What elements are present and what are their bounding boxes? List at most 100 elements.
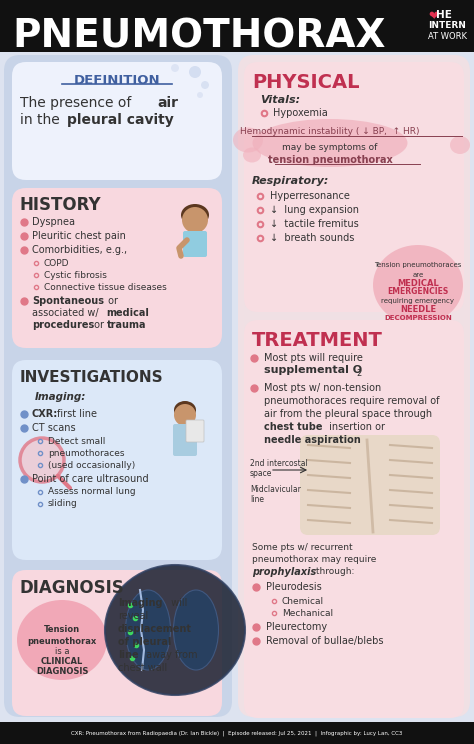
Ellipse shape bbox=[174, 401, 196, 419]
FancyBboxPatch shape bbox=[12, 570, 222, 716]
Text: ↓  breath sounds: ↓ breath sounds bbox=[270, 233, 355, 243]
Text: Tension: Tension bbox=[44, 626, 80, 635]
Text: DIAGNOSIS: DIAGNOSIS bbox=[36, 667, 88, 676]
Circle shape bbox=[201, 81, 209, 89]
Circle shape bbox=[174, 404, 196, 426]
Text: supplemental O: supplemental O bbox=[264, 365, 362, 375]
Text: INTERN: INTERN bbox=[428, 21, 466, 30]
Text: Midclavicular: Midclavicular bbox=[250, 486, 301, 495]
Text: needle aspiration: needle aspiration bbox=[264, 435, 361, 445]
Text: first line: first line bbox=[57, 409, 97, 419]
Text: displacement: displacement bbox=[118, 624, 192, 634]
Circle shape bbox=[182, 207, 208, 233]
Text: 2: 2 bbox=[356, 368, 361, 377]
Text: COPD: COPD bbox=[44, 258, 70, 268]
Text: CT scans: CT scans bbox=[32, 423, 76, 433]
Text: Imaging: Imaging bbox=[118, 598, 163, 608]
Text: Cystic fibrosis: Cystic fibrosis bbox=[44, 271, 107, 280]
FancyBboxPatch shape bbox=[186, 420, 204, 442]
Ellipse shape bbox=[450, 136, 470, 154]
Text: Pleurectomy: Pleurectomy bbox=[266, 622, 327, 632]
Text: associated w/: associated w/ bbox=[32, 308, 102, 318]
Text: chest tube: chest tube bbox=[264, 422, 322, 432]
Text: may be symptoms of: may be symptoms of bbox=[283, 143, 378, 152]
Text: procedures: procedures bbox=[32, 320, 94, 330]
FancyBboxPatch shape bbox=[12, 62, 222, 180]
FancyBboxPatch shape bbox=[12, 360, 222, 560]
Text: of pleural: of pleural bbox=[118, 637, 172, 647]
Text: in the: in the bbox=[20, 113, 64, 127]
Ellipse shape bbox=[126, 590, 171, 670]
Text: will: will bbox=[168, 598, 187, 608]
Text: space: space bbox=[250, 469, 273, 478]
Text: Pleuritic chest pain: Pleuritic chest pain bbox=[32, 231, 126, 241]
Text: Some pts w/ recurrent: Some pts w/ recurrent bbox=[252, 544, 353, 553]
Text: or: or bbox=[105, 296, 118, 306]
Text: NEEDLE: NEEDLE bbox=[400, 304, 436, 313]
Text: requiring emergency: requiring emergency bbox=[382, 298, 455, 304]
Text: Detect small: Detect small bbox=[48, 437, 105, 446]
Text: reveal: reveal bbox=[118, 611, 148, 621]
Text: INVESTIGATIONS: INVESTIGATIONS bbox=[20, 371, 164, 385]
Text: Tension pneumothoraces: Tension pneumothoraces bbox=[374, 262, 462, 268]
Text: Hypoxemia: Hypoxemia bbox=[273, 108, 328, 118]
Ellipse shape bbox=[373, 245, 463, 325]
Text: Spontaneous: Spontaneous bbox=[32, 296, 104, 306]
Text: sliding: sliding bbox=[48, 499, 78, 508]
Text: HE: HE bbox=[436, 10, 452, 20]
Circle shape bbox=[171, 64, 179, 72]
Text: Assess normal lung: Assess normal lung bbox=[48, 487, 136, 496]
FancyBboxPatch shape bbox=[173, 424, 197, 456]
Text: The presence of: The presence of bbox=[20, 96, 136, 110]
Circle shape bbox=[197, 92, 203, 98]
FancyBboxPatch shape bbox=[300, 435, 440, 535]
Text: Pleurodesis: Pleurodesis bbox=[266, 582, 322, 592]
Text: pneumothoraces: pneumothoraces bbox=[48, 449, 125, 458]
Text: PHYSICAL: PHYSICAL bbox=[252, 72, 359, 92]
FancyBboxPatch shape bbox=[4, 55, 232, 717]
Ellipse shape bbox=[233, 127, 263, 153]
Text: (used occasionally): (used occasionally) bbox=[48, 461, 135, 469]
Text: 2nd intercostal: 2nd intercostal bbox=[250, 460, 308, 469]
Text: Point of care ultrasound: Point of care ultrasound bbox=[32, 474, 149, 484]
Text: HISTORY: HISTORY bbox=[20, 196, 101, 214]
Text: Chemical: Chemical bbox=[282, 597, 324, 606]
Text: Vitals:: Vitals: bbox=[260, 95, 300, 105]
Text: trauma: trauma bbox=[107, 320, 146, 330]
Text: line: line bbox=[250, 495, 264, 504]
Ellipse shape bbox=[105, 565, 245, 695]
Text: EMERGENCIES: EMERGENCIES bbox=[387, 287, 448, 297]
Text: chest wall: chest wall bbox=[118, 663, 167, 673]
Text: Respiratory:: Respiratory: bbox=[252, 176, 329, 186]
Text: through:: through: bbox=[313, 568, 355, 577]
Text: ↓  tactile fremitus: ↓ tactile fremitus bbox=[270, 219, 359, 229]
Bar bbox=[0, 0, 474, 52]
Text: medical: medical bbox=[106, 308, 149, 318]
Text: Most pts w/ non-tension: Most pts w/ non-tension bbox=[264, 383, 381, 393]
Text: air from the pleural space through: air from the pleural space through bbox=[264, 409, 432, 419]
Text: Most pts will require: Most pts will require bbox=[264, 353, 363, 363]
Text: PNEUMOTHORAX: PNEUMOTHORAX bbox=[12, 17, 385, 55]
Text: are: are bbox=[412, 272, 424, 278]
Ellipse shape bbox=[17, 600, 107, 680]
FancyBboxPatch shape bbox=[183, 231, 207, 257]
Text: is a: is a bbox=[55, 647, 69, 655]
Text: pneumothorax may require: pneumothorax may require bbox=[252, 556, 376, 565]
Text: Hyperresonance: Hyperresonance bbox=[270, 191, 350, 201]
Text: AT WORK: AT WORK bbox=[428, 32, 467, 41]
Text: pleural cavity: pleural cavity bbox=[67, 113, 174, 127]
Text: CLINICAL: CLINICAL bbox=[41, 656, 83, 665]
Text: Mechanical: Mechanical bbox=[282, 609, 333, 618]
Text: ❤: ❤ bbox=[428, 10, 438, 23]
Text: DECOMPRESSION: DECOMPRESSION bbox=[384, 315, 452, 321]
Text: CXR:: CXR: bbox=[32, 409, 58, 419]
Text: tension pneumothorax: tension pneumothorax bbox=[268, 155, 392, 165]
Circle shape bbox=[189, 66, 201, 78]
Text: insertion or: insertion or bbox=[326, 422, 385, 432]
Text: MEDICAL: MEDICAL bbox=[397, 278, 439, 287]
Text: ↓  lung expansion: ↓ lung expansion bbox=[270, 205, 359, 215]
Text: away from: away from bbox=[143, 650, 198, 660]
Text: air: air bbox=[157, 96, 178, 110]
Text: CXR: Pneumothorax from Radiopaedia (Dr. Ian Bickle)  |  Episode released: Jul 25: CXR: Pneumothorax from Radiopaedia (Dr. … bbox=[71, 731, 403, 736]
Text: Connective tissue diseases: Connective tissue diseases bbox=[44, 283, 167, 292]
